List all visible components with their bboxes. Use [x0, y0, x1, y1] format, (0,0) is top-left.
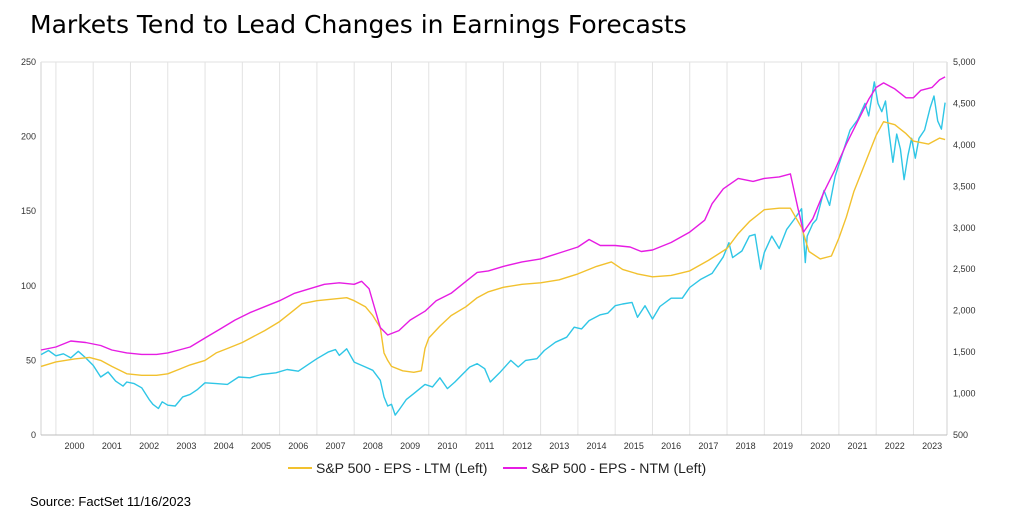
- x-tick-label: 2019: [773, 441, 793, 451]
- x-tick-label: 2013: [549, 441, 569, 451]
- left-tick-label: 50: [26, 355, 36, 365]
- chart-title: Markets Tend to Lead Changes in Earnings…: [30, 10, 687, 39]
- x-tick-label: 2005: [251, 441, 271, 451]
- x-tick-label: 2009: [400, 441, 420, 451]
- x-axis: 2000 2001 2002 2003 2004 2005 2006 2007 2008 2009…: [65, 441, 943, 451]
- x-tick-label: 2000: [65, 441, 85, 451]
- left-tick-label: 150: [21, 206, 36, 216]
- x-tick-label: 2001: [102, 441, 122, 451]
- chart-legend: S&P 500 - EPS - LTM (Left) S&P 500 - EPS…: [288, 460, 718, 476]
- legend-label-ltm: S&P 500 - EPS - LTM (Left): [316, 460, 488, 476]
- left-axis: 0 50 100 150 200 250: [21, 57, 36, 440]
- x-tick-label: 2006: [288, 441, 308, 451]
- left-tick-label: 200: [21, 132, 36, 142]
- x-tick-label: 2004: [214, 441, 234, 451]
- right-tick-label: 2,500: [953, 264, 976, 274]
- right-tick-label: 1,000: [953, 389, 976, 399]
- left-tick-label: 0: [31, 430, 36, 440]
- x-tick-label: 2011: [475, 441, 494, 451]
- x-tick-label: 2017: [698, 441, 718, 451]
- right-axis: 500 1,000 1,500 2,000 2,500 3,000 3,500 4,000 4,…: [953, 57, 976, 440]
- x-tick-label: 2021: [848, 441, 868, 451]
- right-tick-label: 2,000: [953, 306, 976, 316]
- legend-label-ntm: S&P 500 - EPS - NTM (Left): [531, 460, 707, 476]
- x-tick-label: 2015: [624, 441, 644, 451]
- x-tick-label: 2018: [736, 441, 756, 451]
- series-line-1: [40, 76, 946, 356]
- x-tick-label: 2020: [810, 441, 830, 451]
- source-note: Source: FactSet 11/16/2023: [30, 494, 191, 509]
- right-tick-label: 3,000: [953, 223, 976, 233]
- x-tick-label: 2010: [437, 441, 457, 451]
- series-lines: [40, 76, 946, 416]
- plot-frame: [40, 61, 948, 436]
- x-tick-label: 2007: [326, 441, 346, 451]
- x-tick-label: 2023: [922, 441, 942, 451]
- chart-grid: [55, 62, 914, 435]
- x-tick-label: 2014: [587, 441, 607, 451]
- x-tick-label: 2012: [512, 441, 532, 451]
- right-tick-label: 4,500: [953, 98, 976, 108]
- series-line-2: [40, 81, 946, 416]
- x-tick-label: 2016: [661, 441, 681, 451]
- right-tick-label: 4,000: [953, 140, 976, 150]
- legend-item-ltm: S&P 500 - EPS - LTM (Left): [288, 460, 487, 476]
- legend-swatch-ntm: [503, 467, 528, 470]
- right-tick-label: 500: [953, 430, 968, 440]
- right-tick-label: 5,000: [953, 57, 976, 67]
- left-tick-label: 100: [21, 281, 36, 291]
- x-tick-label: 2002: [139, 441, 159, 451]
- x-tick-label: 2008: [363, 441, 383, 451]
- legend-item-ntm: S&P 500 - EPS - NTM (Left): [503, 460, 706, 476]
- legend-swatch-ltm: [288, 467, 312, 470]
- left-tick-label: 250: [21, 57, 36, 67]
- x-tick-label: 2003: [176, 441, 196, 451]
- x-tick-label: 2022: [885, 441, 905, 451]
- right-tick-label: 1,500: [953, 347, 976, 357]
- right-tick-label: 3,500: [953, 181, 976, 191]
- series-line-0: [40, 121, 946, 376]
